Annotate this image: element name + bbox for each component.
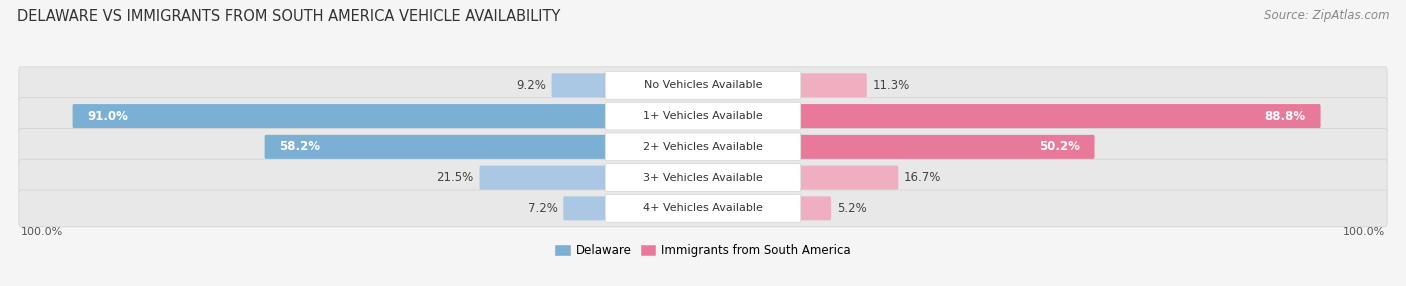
Text: 58.2%: 58.2%: [280, 140, 321, 153]
Text: No Vehicles Available: No Vehicles Available: [644, 80, 762, 90]
FancyBboxPatch shape: [73, 104, 607, 128]
FancyBboxPatch shape: [605, 194, 801, 222]
FancyBboxPatch shape: [799, 166, 898, 190]
FancyBboxPatch shape: [264, 135, 607, 159]
FancyBboxPatch shape: [799, 135, 1094, 159]
FancyBboxPatch shape: [799, 104, 1320, 128]
Text: 2+ Vehicles Available: 2+ Vehicles Available: [643, 142, 763, 152]
FancyBboxPatch shape: [18, 67, 1388, 104]
Text: 9.2%: 9.2%: [516, 79, 546, 92]
FancyBboxPatch shape: [605, 164, 801, 191]
Text: 21.5%: 21.5%: [436, 171, 474, 184]
FancyBboxPatch shape: [605, 133, 801, 161]
Text: 88.8%: 88.8%: [1264, 110, 1306, 123]
FancyBboxPatch shape: [605, 72, 801, 99]
Text: 7.2%: 7.2%: [527, 202, 558, 215]
FancyBboxPatch shape: [18, 190, 1388, 227]
FancyBboxPatch shape: [605, 102, 801, 130]
FancyBboxPatch shape: [479, 166, 607, 190]
Text: 11.3%: 11.3%: [873, 79, 910, 92]
Text: 50.2%: 50.2%: [1039, 140, 1080, 153]
Text: 5.2%: 5.2%: [837, 202, 866, 215]
FancyBboxPatch shape: [18, 159, 1388, 196]
FancyBboxPatch shape: [18, 98, 1388, 134]
FancyBboxPatch shape: [551, 73, 607, 97]
Text: 1+ Vehicles Available: 1+ Vehicles Available: [643, 111, 763, 121]
FancyBboxPatch shape: [799, 196, 831, 221]
Text: 16.7%: 16.7%: [904, 171, 942, 184]
Text: 100.0%: 100.0%: [1343, 227, 1385, 237]
Text: DELAWARE VS IMMIGRANTS FROM SOUTH AMERICA VEHICLE AVAILABILITY: DELAWARE VS IMMIGRANTS FROM SOUTH AMERIC…: [17, 9, 560, 23]
FancyBboxPatch shape: [799, 73, 866, 97]
FancyBboxPatch shape: [18, 128, 1388, 165]
Text: 100.0%: 100.0%: [21, 227, 63, 237]
Legend: Delaware, Immigrants from South America: Delaware, Immigrants from South America: [551, 239, 855, 262]
Text: 4+ Vehicles Available: 4+ Vehicles Available: [643, 203, 763, 213]
Text: 91.0%: 91.0%: [87, 110, 128, 123]
Text: 3+ Vehicles Available: 3+ Vehicles Available: [643, 173, 763, 182]
Text: Source: ZipAtlas.com: Source: ZipAtlas.com: [1264, 9, 1389, 21]
FancyBboxPatch shape: [564, 196, 607, 221]
